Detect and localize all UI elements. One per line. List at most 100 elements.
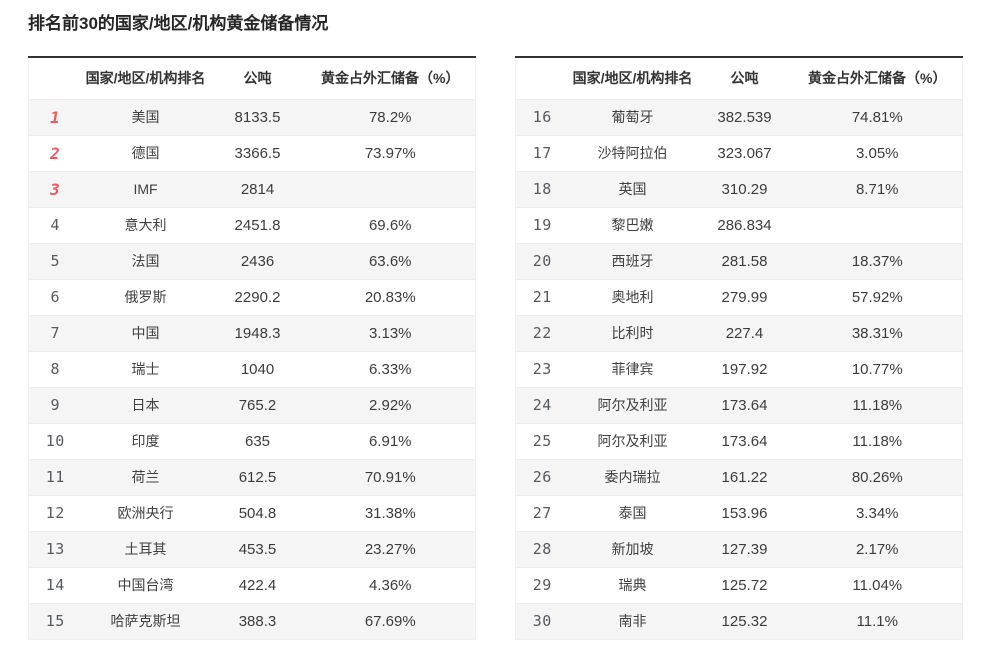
pct-cell: 11.18%: [792, 422, 963, 459]
rank-cell: 1: [28, 98, 82, 135]
pct-cell: 80.26%: [792, 458, 963, 495]
country-cell: 比利时: [568, 314, 697, 351]
tons-cell: 279.99: [696, 278, 793, 315]
rank-cell: 24: [515, 386, 569, 423]
country-cell: 荷兰: [81, 458, 210, 495]
pct-cell: 31.38%: [305, 494, 476, 531]
pct-cell: 74.81%: [792, 98, 963, 135]
tons-column-header: 公吨: [696, 57, 793, 99]
gold-reserves-table-ranks-1-15: 国家/地区/机构排名 公吨 黄金占外汇储备（%） 1 美国 8133.5 78.2% 2…: [28, 56, 476, 640]
table-row: 14 中国台湾 422.4 4.36%: [28, 566, 476, 603]
rank-cell: 12: [28, 494, 82, 531]
table-row: 29 瑞典 125.72 11.04%: [515, 566, 963, 603]
tons-cell: 2436: [209, 242, 306, 279]
pct-cell: 6.33%: [305, 350, 476, 387]
table-row: 27 泰国 153.96 3.34%: [515, 494, 963, 531]
tons-cell: 173.64: [696, 386, 793, 423]
tons-cell: 286.834: [696, 206, 793, 243]
tons-cell: 125.72: [696, 566, 793, 603]
country-cell: 美国: [81, 98, 210, 135]
table-row: 11 荷兰 612.5 70.91%: [28, 458, 476, 495]
country-cell: 土耳其: [81, 530, 210, 567]
table-row: 30 南非 125.32 11.1%: [515, 602, 963, 639]
rank-cell: 16: [515, 98, 569, 135]
rank-cell: 15: [28, 602, 82, 639]
pct-column-header: 黄金占外汇储备（%）: [792, 57, 963, 99]
pct-cell: 78.2%: [305, 98, 476, 135]
table-row: 15 哈萨克斯坦 388.3 67.69%: [28, 602, 476, 639]
table-row: 26 委内瑞拉 161.22 80.26%: [515, 458, 963, 495]
table-row: 1 美国 8133.5 78.2%: [28, 98, 476, 135]
pct-cell: 11.04%: [792, 566, 963, 603]
rank-cell: 7: [28, 314, 82, 351]
pct-cell: 3.13%: [305, 314, 476, 351]
rank-cell: 25: [515, 422, 569, 459]
table-row: 7 中国 1948.3 3.13%: [28, 314, 476, 351]
table-row: 18 英国 310.29 8.71%: [515, 170, 963, 207]
tons-cell: 388.3: [209, 602, 306, 639]
tons-cell: 635: [209, 422, 306, 459]
pct-cell: 73.97%: [305, 134, 476, 171]
country-cell: 德国: [81, 134, 210, 171]
tons-cell: 765.2: [209, 386, 306, 423]
pct-cell: [792, 206, 963, 243]
country-cell: 印度: [81, 422, 210, 459]
tons-cell: 310.29: [696, 170, 793, 207]
table-row: 23 菲律宾 197.92 10.77%: [515, 350, 963, 387]
table-row: 16 葡萄牙 382.539 74.81%: [515, 98, 963, 135]
country-column-header: 国家/地区/机构排名: [81, 57, 210, 99]
tons-cell: 1040: [209, 350, 306, 387]
tons-cell: 281.58: [696, 242, 793, 279]
country-cell: 黎巴嫩: [568, 206, 697, 243]
country-cell: 泰国: [568, 494, 697, 531]
tons-cell: 612.5: [209, 458, 306, 495]
rank-cell: 9: [28, 386, 82, 423]
country-cell: IMF: [81, 170, 210, 207]
country-cell: 哈萨克斯坦: [81, 602, 210, 639]
country-cell: 中国: [81, 314, 210, 351]
rank-column-header: [28, 57, 82, 99]
rank-cell: 26: [515, 458, 569, 495]
gold-reserves-table-ranks-16-30: 国家/地区/机构排名 公吨 黄金占外汇储备（%） 16 葡萄牙 382.539 74.…: [515, 56, 963, 640]
country-cell: 沙特阿拉伯: [568, 134, 697, 171]
table-row: 20 西班牙 281.58 18.37%: [515, 242, 963, 279]
country-cell: 英国: [568, 170, 697, 207]
country-cell: 西班牙: [568, 242, 697, 279]
rank-cell: 5: [28, 242, 82, 279]
tons-cell: 161.22: [696, 458, 793, 495]
pct-cell: 23.27%: [305, 530, 476, 567]
country-cell: 新加坡: [568, 530, 697, 567]
rank-column-header: [515, 57, 569, 99]
rank-cell: 22: [515, 314, 569, 351]
page-title: 排名前30的国家/地区/机构黄金储备情况: [28, 14, 329, 33]
rank-cell: 28: [515, 530, 569, 567]
pct-cell: 70.91%: [305, 458, 476, 495]
header-row: 国家/地区/机构排名 公吨 黄金占外汇储备（%）: [28, 57, 476, 99]
pct-cell: 2.92%: [305, 386, 476, 423]
country-cell: 南非: [568, 602, 697, 639]
pct-cell: 18.37%: [792, 242, 963, 279]
country-cell: 葡萄牙: [568, 98, 697, 135]
table-row: 9 日本 765.2 2.92%: [28, 386, 476, 423]
table-row: 13 土耳其 453.5 23.27%: [28, 530, 476, 567]
country-cell: 日本: [81, 386, 210, 423]
pct-cell: 10.77%: [792, 350, 963, 387]
country-cell: 奥地利: [568, 278, 697, 315]
tons-cell: 2290.2: [209, 278, 306, 315]
pct-cell: 20.83%: [305, 278, 476, 315]
country-cell: 阿尔及利亚: [568, 422, 697, 459]
rank-cell: 14: [28, 566, 82, 603]
table-row: 10 印度 635 6.91%: [28, 422, 476, 459]
pct-cell: 11.1%: [792, 602, 963, 639]
country-cell: 中国台湾: [81, 566, 210, 603]
table-row: 24 阿尔及利亚 173.64 11.18%: [515, 386, 963, 423]
table-row: 17 沙特阿拉伯 323.067 3.05%: [515, 134, 963, 171]
country-cell: 俄罗斯: [81, 278, 210, 315]
pct-cell: 38.31%: [792, 314, 963, 351]
rank-cell: 27: [515, 494, 569, 531]
table-row: 8 瑞士 1040 6.33%: [28, 350, 476, 387]
pct-cell: 4.36%: [305, 566, 476, 603]
pct-cell: 6.91%: [305, 422, 476, 459]
table-row: 5 法国 2436 63.6%: [28, 242, 476, 279]
table-row: 28 新加坡 127.39 2.17%: [515, 530, 963, 567]
